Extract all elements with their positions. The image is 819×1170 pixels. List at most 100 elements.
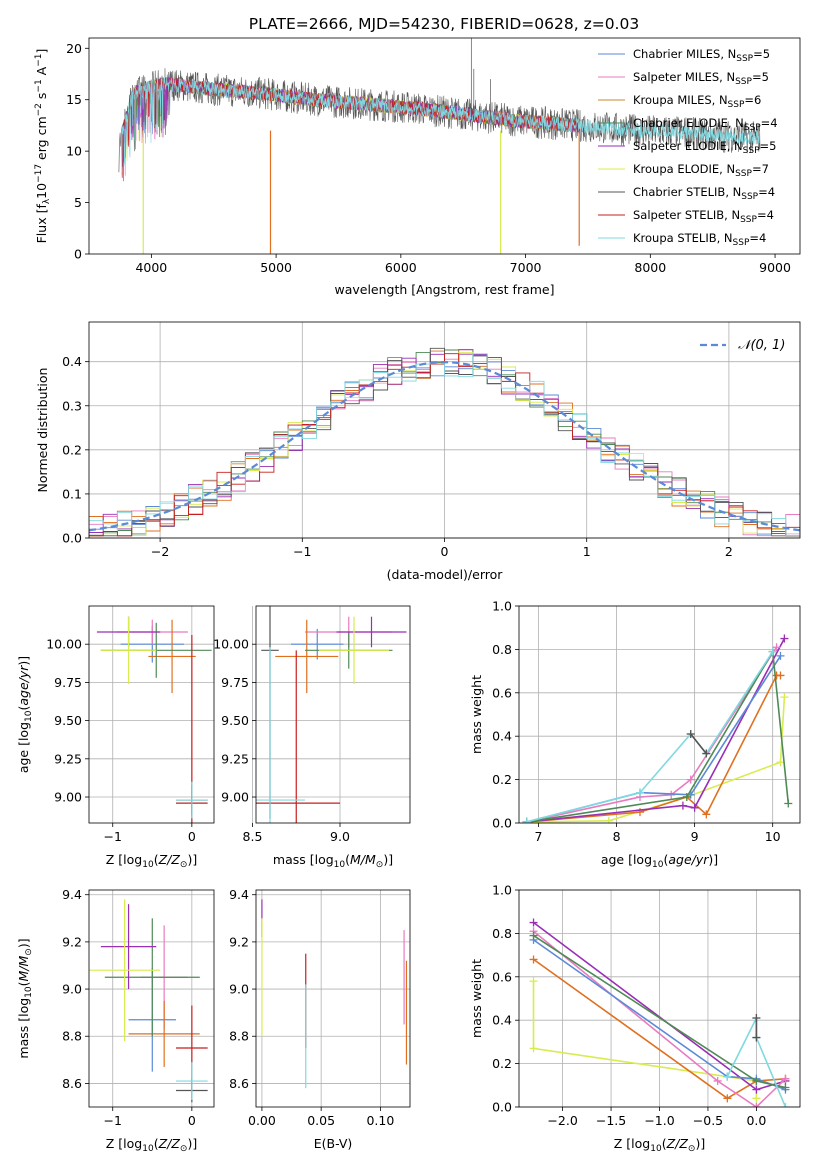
mass-weight-marker	[781, 1103, 790, 1107]
normal-curve	[88, 360, 801, 532]
mass-weight-marker	[529, 1044, 538, 1053]
y-tick-label: 0.8	[492, 642, 512, 657]
y-tick-label: 20	[66, 41, 82, 56]
x-tick-label: 9000	[759, 260, 791, 275]
label-part: )]	[16, 656, 31, 666]
y-tick-label: 9.4	[62, 887, 82, 902]
y-tick-label: 9.75	[221, 675, 249, 690]
x-tick-label: 0	[188, 829, 196, 844]
label-part: Z/Z	[666, 1136, 689, 1151]
axes-frame	[88, 889, 215, 1108]
x-tick-label: 7	[535, 829, 543, 844]
x-tick-label: −0.5	[693, 1113, 723, 1128]
label-part: =4	[758, 185, 775, 199]
label-part: age/yr	[668, 852, 709, 867]
y-axis-label: Normed distribution	[35, 368, 50, 493]
mass-weight-marker	[752, 1076, 761, 1085]
label-part: 10	[652, 860, 664, 870]
label-part: mass [log	[273, 852, 334, 867]
label-part: s	[34, 93, 49, 104]
age_vs_mass-chart: 8.5 9.0 9.00 9.25 9.50 9.75 10.00 mass [log10(M…	[213, 605, 411, 870]
label-part: 10	[24, 710, 34, 722]
label-part: Salpeter ELODIE, N	[633, 139, 743, 153]
x-tick-label: 0.0	[746, 1113, 766, 1128]
label-part: Salpeter MILES, N	[633, 70, 735, 84]
mass-weight-marker	[682, 792, 691, 801]
label-part: ⊙	[24, 948, 34, 956]
massweight_vs_Z-chart: −2.0 −1.5 −1.0 −0.5 0.0 0.0 0.2 0.4 0.6 0.8 1.0 Z […	[469, 883, 801, 1154]
label-part: M/M	[16, 955, 31, 981]
label-part: −1	[34, 79, 44, 92]
x-tick-label: 0	[188, 1113, 196, 1128]
x-tick-label: −1	[104, 829, 122, 844]
y-tick-label: 9.75	[54, 675, 82, 690]
label-part: Kroupa MILES, N	[633, 93, 728, 107]
mass-weight-marker	[723, 1072, 732, 1081]
label-part: λ	[42, 198, 52, 204]
x-tick-label: 5000	[260, 260, 292, 275]
label-part: SSP	[741, 192, 758, 202]
label-part: Kroupa ELODIE, N	[633, 162, 735, 176]
mass-weight-marker	[780, 634, 789, 643]
legend-entry: Salpeter MILES, NSSP=5	[633, 70, 769, 87]
mass-weight-line	[690, 733, 707, 755]
label-part: (	[16, 981, 31, 986]
y-tick-label: 1.0	[492, 883, 512, 898]
y-axis-label: age [log10(age/yr)]	[16, 656, 34, 773]
legend-entry: Kroupa ELODIE, NSSP=7	[633, 162, 769, 179]
label-part: Salpeter STELIB, N	[633, 208, 740, 222]
label-part: ]	[34, 49, 49, 54]
label-part: (	[345, 852, 350, 867]
label-part: SSP	[728, 100, 745, 110]
label-part: SSP	[735, 77, 752, 87]
x-tick-label: −1.5	[596, 1113, 626, 1128]
label-part: Z/Z	[158, 852, 181, 867]
y-tick-label: 10	[66, 144, 82, 159]
x-tick-label: −1.0	[644, 1113, 674, 1128]
mass-weight-line	[532, 930, 787, 1107]
label-part: Chabrier MILES, N	[633, 47, 736, 61]
mass-weight-marker	[702, 749, 711, 758]
y-tick-label: 0.0	[492, 816, 512, 831]
x-tick-label: 6000	[385, 260, 417, 275]
y-tick-label: 0.2	[62, 442, 82, 457]
mass-weight-marker	[678, 801, 687, 810]
histogram-series-step	[89, 353, 800, 536]
label-part: Z/Z	[158, 1136, 181, 1151]
label-part: 10	[650, 1144, 662, 1154]
label-part: (	[154, 1136, 159, 1151]
label-part: ⊙	[180, 860, 188, 870]
y-tick-label: 9.2	[62, 934, 82, 949]
x-tick-label: 0	[441, 544, 449, 559]
mass-weight-line	[526, 697, 786, 823]
x-axis-label: Z [log10(Z/Z⊙)]	[106, 1136, 197, 1154]
y-tick-label: 8.8	[62, 1029, 82, 1044]
legend-entry: Kroupa MILES, NSSP=6	[633, 93, 761, 110]
x-tick-label: 0.00	[248, 1113, 276, 1128]
mass-weight-marker	[702, 810, 711, 819]
mass-weight-marker	[752, 1085, 761, 1094]
label-part: (	[16, 706, 31, 711]
mass-weight-marker	[776, 758, 785, 767]
mass-weight-marker	[780, 693, 789, 702]
x-tick-label: −2	[151, 544, 169, 559]
legend-entry: Chabrier STELIB, NSSP=4	[633, 185, 775, 202]
spectrum-series-line	[121, 77, 761, 173]
y-tick-label: 0.0	[62, 531, 82, 546]
y-tick-label: 0.1	[62, 486, 82, 501]
x-axis-label: age [log10(age/yr)]	[601, 852, 718, 870]
label-part: (	[662, 1136, 667, 1151]
mass-weight-marker	[686, 730, 695, 739]
x-tick-label: 0.10	[366, 1113, 394, 1128]
y-tick-label: 8.8	[229, 1029, 249, 1044]
mass-weight-marker	[752, 1014, 761, 1023]
y-tick-label: 0.3	[62, 398, 82, 413]
axes-frame	[255, 889, 411, 1108]
label-part: Z [log	[106, 1136, 142, 1151]
y-tick-label: 9.25	[221, 751, 249, 766]
y-axis-label: Flux [fλ10−17 erg cm−2 s−1 A−1]	[34, 49, 52, 244]
label-part: SSP	[740, 215, 757, 225]
legend-entry: Chabrier ELODIE, NSSP=4	[633, 116, 778, 133]
label-part: =5	[752, 70, 769, 84]
